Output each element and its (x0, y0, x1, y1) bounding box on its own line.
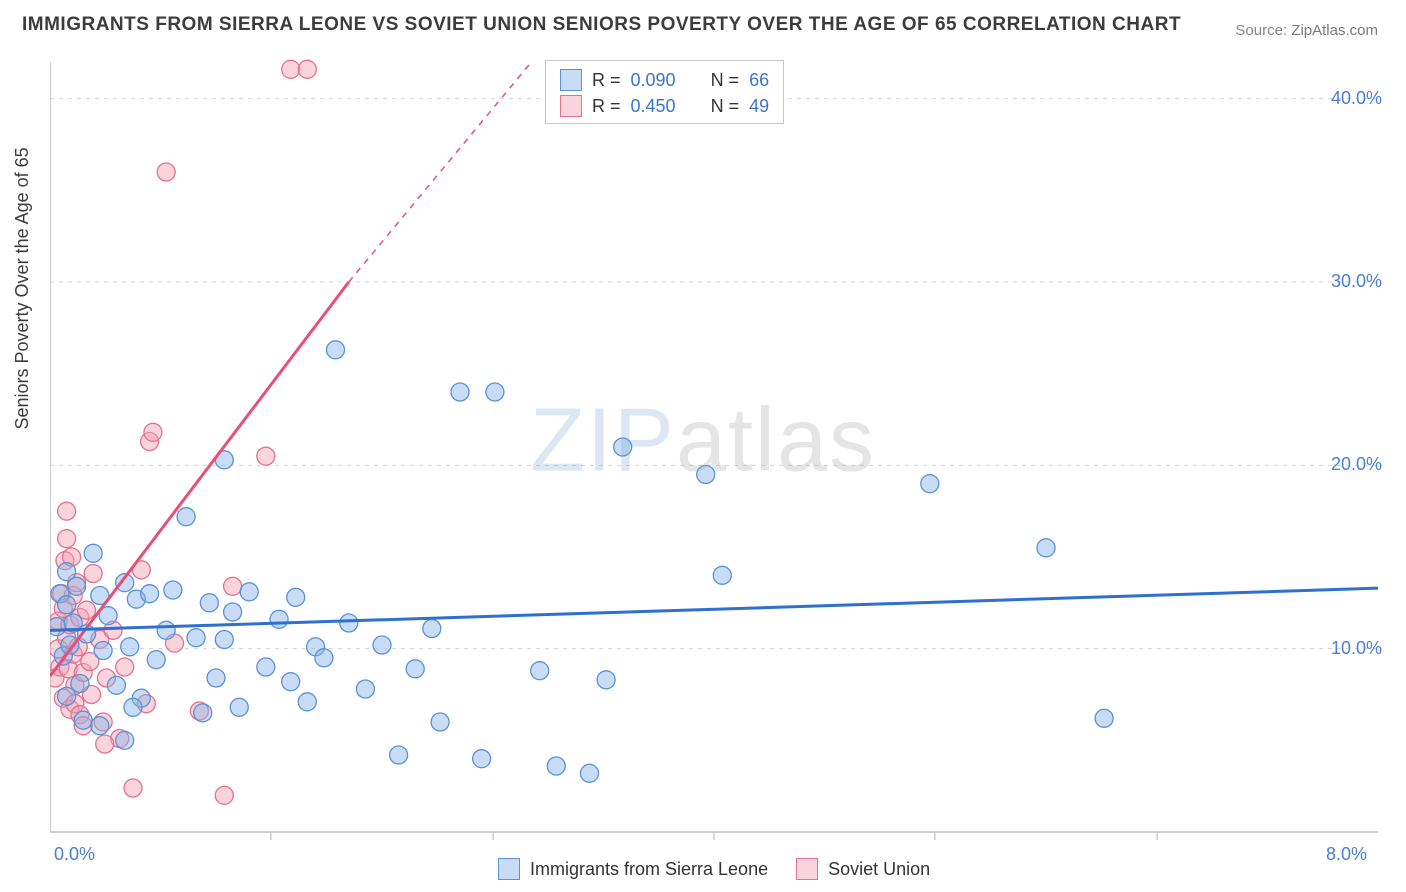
legend-swatch (498, 858, 520, 880)
series-legend-item: Soviet Union (796, 858, 930, 880)
legend-n-value: 66 (749, 70, 769, 91)
series-legend-label: Soviet Union (828, 859, 930, 880)
x-tick-label: 8.0% (1326, 844, 1367, 865)
y-tick-label: 40.0% (1331, 88, 1382, 109)
legend-r-value: 0.450 (631, 96, 676, 117)
y-tick-label: 30.0% (1331, 271, 1382, 292)
legend-r-value: 0.090 (631, 70, 676, 91)
legend-n-label: N = (711, 70, 740, 91)
legend-swatch (560, 95, 582, 117)
legend-swatch (796, 858, 818, 880)
source-value: ZipAtlas.com (1291, 22, 1378, 39)
legend-swatch (560, 69, 582, 91)
scatter-svg (50, 50, 1380, 860)
y-tick-label: 10.0% (1331, 638, 1382, 659)
legend-row: R = 0.090 N = 66 (560, 67, 769, 93)
legend-n-value: 49 (749, 96, 769, 117)
source-attribution: Source: ZipAtlas.com (1235, 22, 1378, 39)
y-tick-label: 20.0% (1331, 454, 1382, 475)
chart-plot-area (50, 50, 1380, 860)
legend-n-label: N = (711, 96, 740, 117)
chart-title: IMMIGRANTS FROM SIERRA LEONE VS SOVIET U… (22, 14, 1181, 36)
source-label: Source: (1235, 22, 1287, 39)
legend-r-label: R = (592, 70, 621, 91)
legend-row: R = 0.450 N = 49 (560, 93, 769, 119)
series-legend: Immigrants from Sierra Leone Soviet Union (498, 858, 930, 880)
y-axis-label: Seniors Poverty Over the Age of 65 (12, 147, 33, 429)
series-legend-item: Immigrants from Sierra Leone (498, 858, 768, 880)
x-tick-label: 0.0% (54, 844, 95, 865)
legend-r-label: R = (592, 96, 621, 117)
correlation-legend: R = 0.090 N = 66R = 0.450 N = 49 (545, 60, 784, 124)
series-legend-label: Immigrants from Sierra Leone (530, 859, 768, 880)
